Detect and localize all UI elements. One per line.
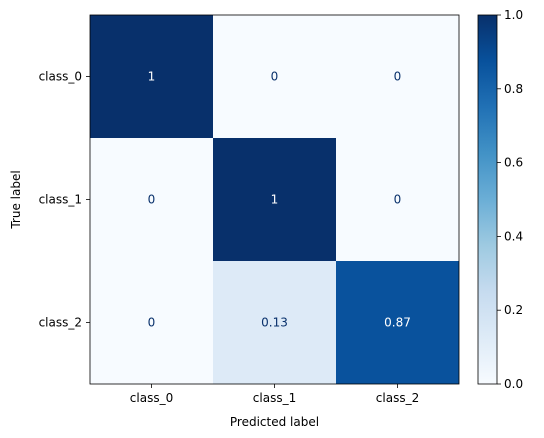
cell-label-r0-c0: 1: [148, 70, 156, 84]
colorbar-tick-label-4: 0.8: [504, 82, 523, 96]
cell-label-r2-c0: 0: [148, 316, 156, 330]
cell-r1-c2: [336, 138, 459, 261]
y-tick-label-0: class_0: [39, 70, 82, 84]
colorbar-tick-label-5: 1.0: [504, 8, 523, 22]
matrix-cells: [90, 15, 459, 384]
x-tick-label-0: class_0: [130, 391, 173, 405]
cell-r1-c0: [90, 138, 213, 261]
cell-label-r0-c2: 0: [394, 70, 402, 84]
x-axis-label: Predicted label: [230, 415, 319, 429]
cell-r0-c1: [213, 15, 336, 138]
x-tick-label-1: class_1: [253, 391, 296, 405]
cell-r0-c0: [90, 15, 213, 138]
cell-r2-c1: [213, 261, 336, 384]
colorbar-ticks: 0.0 0.2 0.4 0.6 0.8 1.0: [497, 8, 523, 391]
cell-label-r1-c0: 0: [148, 193, 156, 207]
y-tick-label-1: class_1: [39, 193, 82, 207]
matrix-cell-labels: 1 0 0 0 1 0 0 0.13 0.87: [148, 70, 411, 330]
x-axis-ticks: class_0 class_1 class_2: [130, 384, 419, 405]
cell-label-r0-c1: 0: [271, 70, 279, 84]
cell-r0-c2: [336, 15, 459, 138]
colorbar-tick-label-1: 0.2: [504, 303, 523, 317]
colorbar-tick-label-0: 0.0: [504, 377, 523, 391]
y-axis-ticks: class_0 class_1 class_2: [39, 70, 90, 330]
cell-label-r1-c2: 0: [394, 193, 402, 207]
y-axis-label: True label: [9, 170, 23, 229]
x-tick-label-2: class_2: [376, 391, 419, 405]
cell-label-r2-c1: 0.13: [261, 316, 288, 330]
cell-r1-c1: [213, 138, 336, 261]
y-tick-label-2: class_2: [39, 316, 82, 330]
colorbar-tick-label-2: 0.4: [504, 229, 523, 243]
cell-label-r2-c2: 0.87: [384, 316, 411, 330]
cell-label-r1-c1: 1: [271, 193, 279, 207]
colorbar: [477, 14, 498, 385]
colorbar-tick-label-3: 0.6: [504, 156, 523, 170]
cell-r2-c0: [90, 261, 213, 384]
cell-r2-c2: [336, 261, 459, 384]
